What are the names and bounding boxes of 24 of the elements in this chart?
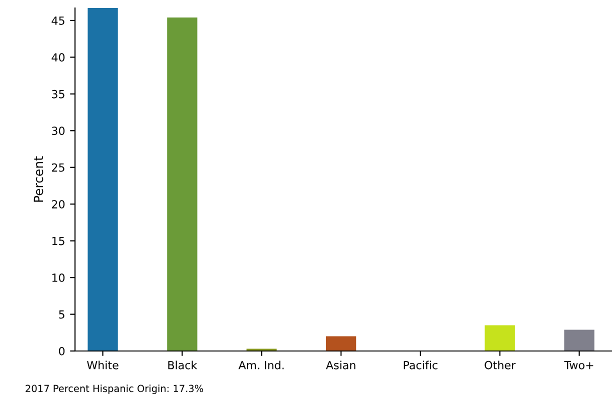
bar — [167, 18, 198, 351]
y-axis-title: Percent — [34, 156, 44, 202]
y-tick-label: 10 — [52, 274, 65, 282]
y-tick-label: 30 — [52, 126, 65, 136]
bar — [326, 336, 356, 351]
x-tick-label: Pacific — [404, 360, 438, 370]
x-tick-label: White — [87, 360, 118, 370]
x-tick-label: Other — [484, 360, 516, 370]
y-tick-label: 0 — [58, 346, 65, 356]
y-tick-label: 5 — [59, 310, 64, 319]
y-tick-label: 40 — [52, 53, 65, 62]
y-tick-label: 45 — [52, 16, 64, 25]
y-tick-label: 25 — [52, 163, 64, 172]
bar — [564, 330, 594, 351]
bar — [88, 8, 118, 351]
bar — [484, 325, 515, 351]
x-tick-label: Am. Ind. — [238, 360, 284, 370]
y-tick-label: 35 — [52, 90, 64, 98]
text: 2017 Percent Hispanic Origin: 17.3% — [26, 384, 204, 394]
x-tick-label: Asian — [326, 360, 356, 370]
y-tick-label: 15 — [52, 236, 64, 246]
x-tick-label: Two+ — [564, 361, 594, 370]
y-tick-label: 20 — [52, 200, 65, 208]
x-tick-label: Black — [168, 360, 198, 370]
